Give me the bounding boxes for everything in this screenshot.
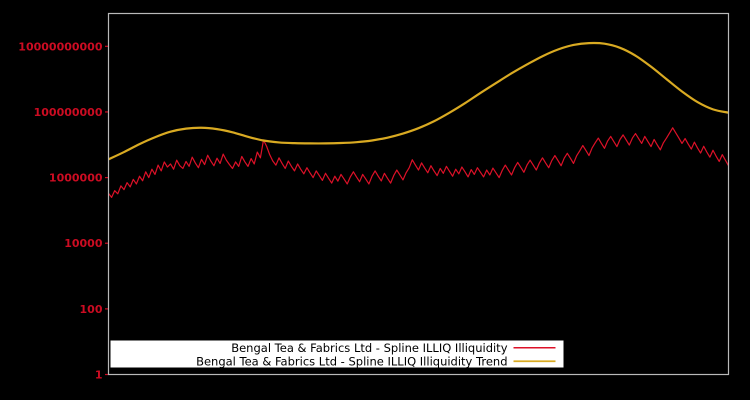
y-axis-tick-labels: 10000000000 100000000 1000000 10000 100 1 bbox=[18, 40, 109, 382]
legend-background bbox=[110, 340, 564, 368]
chart-legend[interactable]: Bengal Tea & Fabrics Ltd - Spline ILLIQ … bbox=[110, 340, 564, 369]
y-tick-label: 1000000 bbox=[49, 172, 103, 185]
series-line-illiquidity bbox=[108, 127, 729, 198]
y-tick-label: 10000 bbox=[64, 237, 103, 250]
legend-label: Bengal Tea & Fabrics Ltd - Spline ILLIQ … bbox=[196, 354, 507, 368]
series-line-illiquidity-trend bbox=[108, 41, 729, 161]
plot-frame bbox=[107, 12, 730, 376]
plot-area-background bbox=[108, 13, 729, 375]
y-tick-label: 10000000000 bbox=[18, 40, 103, 53]
y-tick-label: 100 bbox=[80, 303, 103, 316]
legend-label: Bengal Tea & Fabrics Ltd - Spline ILLIQ … bbox=[231, 341, 507, 355]
y-tick-label: 100000000 bbox=[34, 106, 103, 119]
y-tick-label: 1 bbox=[95, 369, 103, 382]
series-lines bbox=[108, 41, 729, 198]
